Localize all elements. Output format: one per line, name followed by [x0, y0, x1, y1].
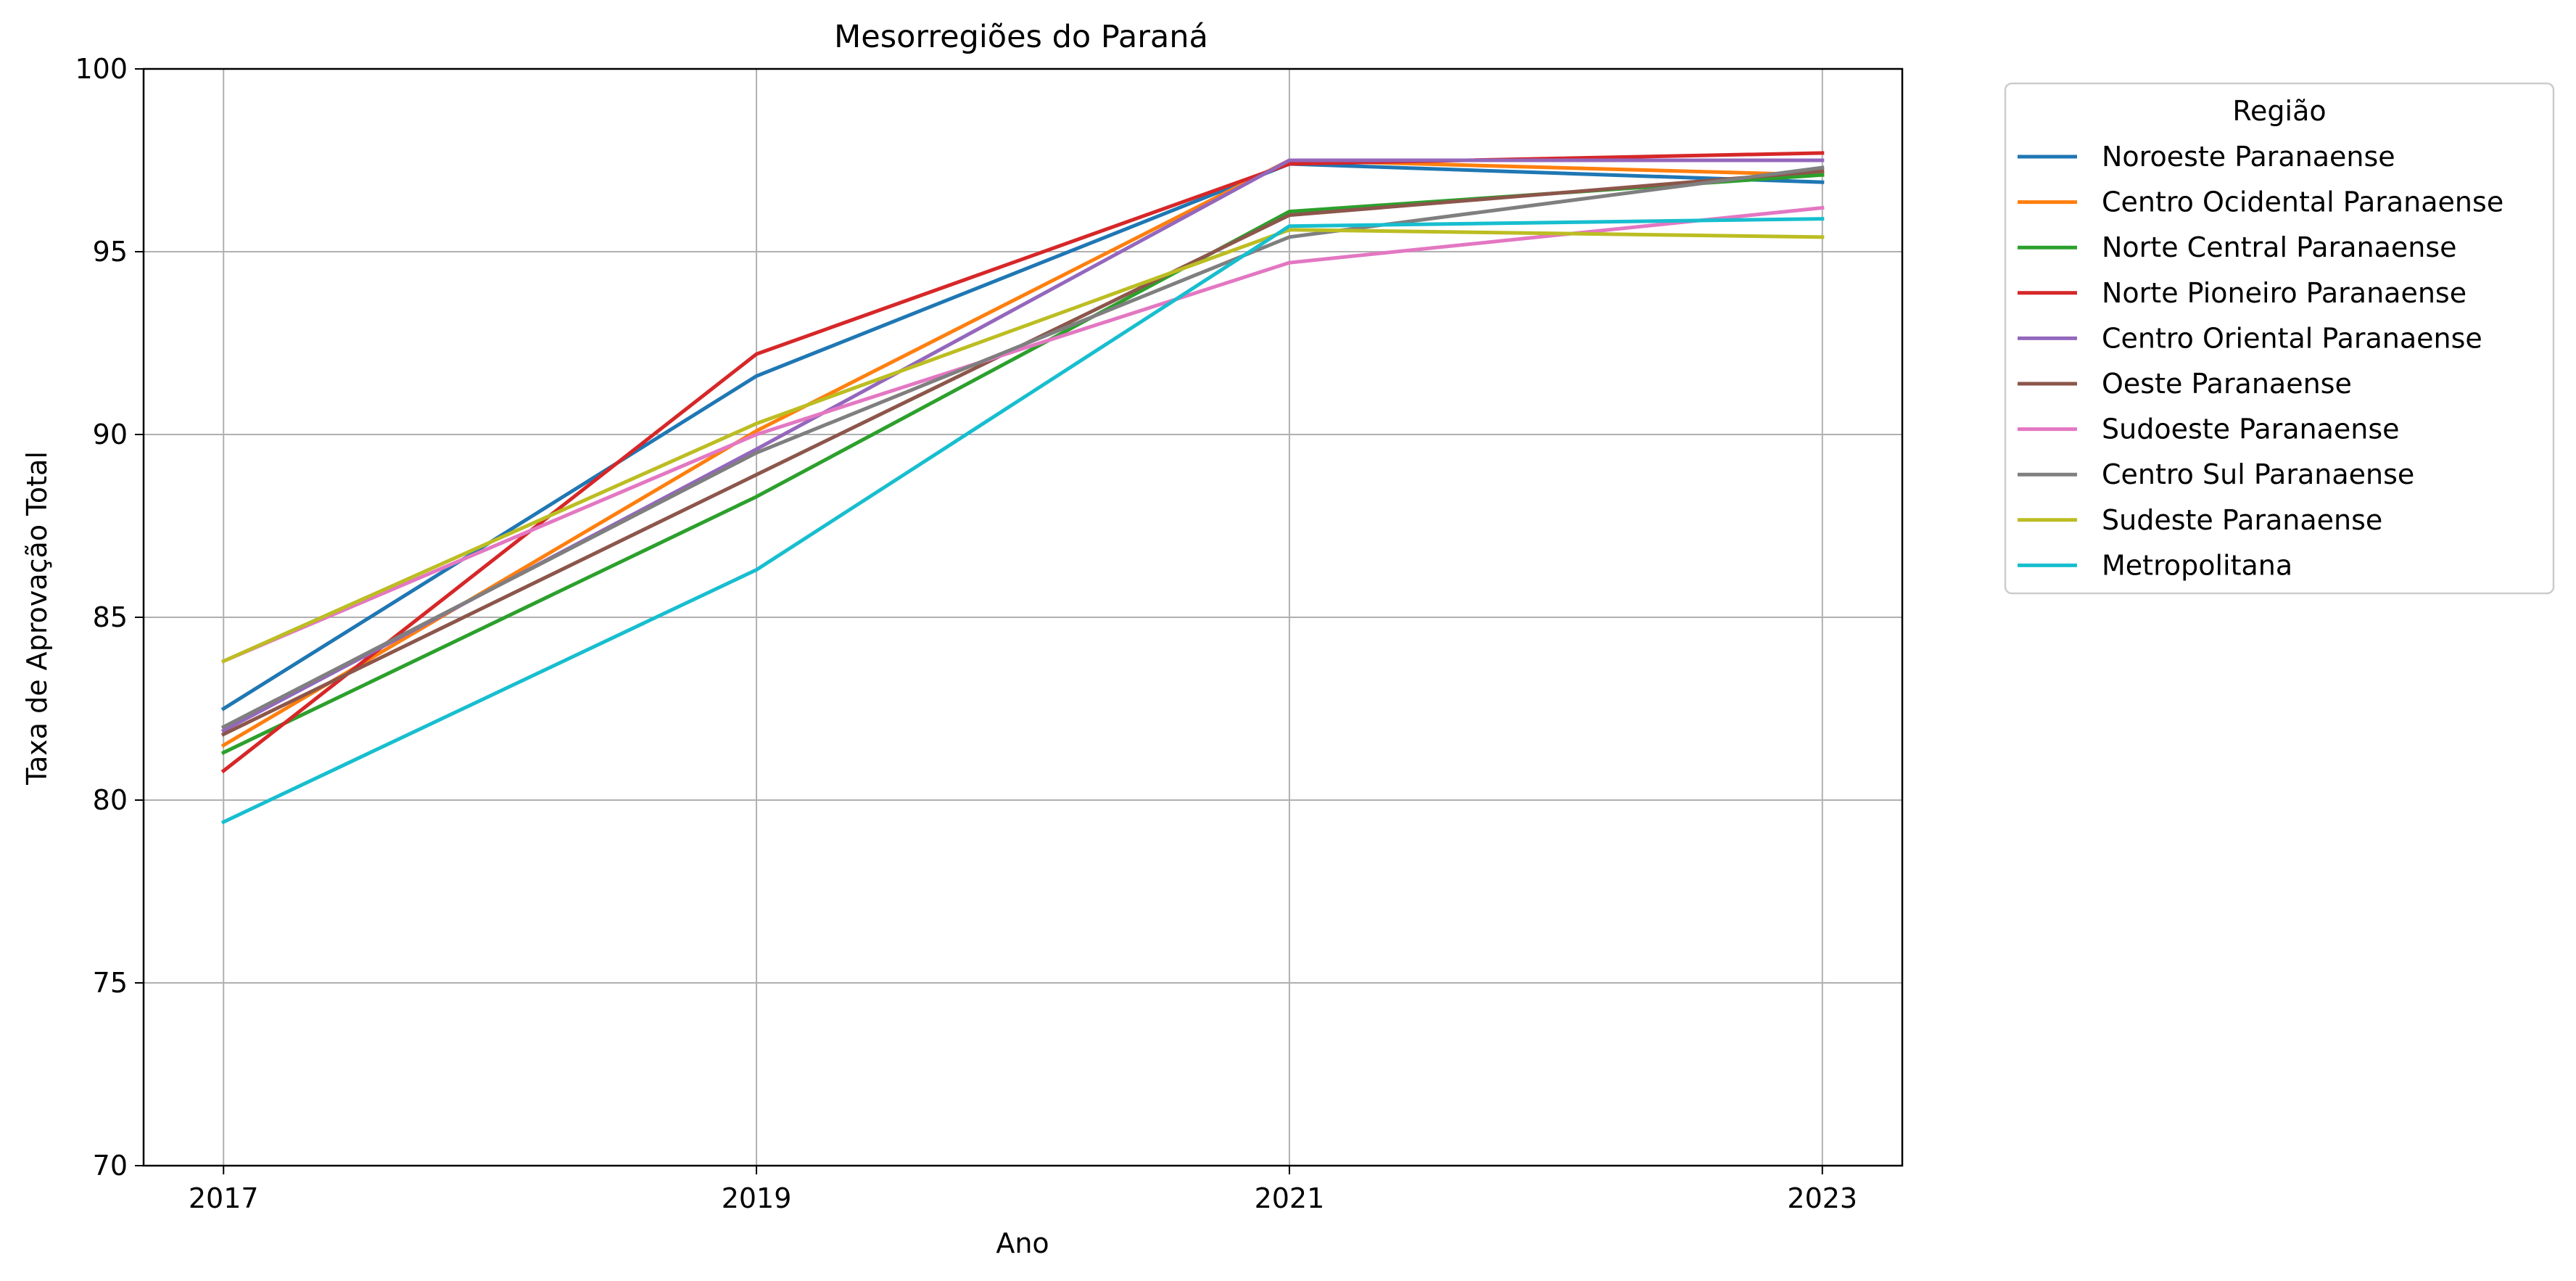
legend-label: Sudeste Paranaense — [2102, 504, 2382, 536]
legend-label: Norte Central Paranaense — [2102, 231, 2457, 263]
x-tick-label: 2017 — [189, 1182, 259, 1214]
series-line-8 — [220, 228, 1825, 664]
y-axis-label: Taxa de Aprovação Total — [21, 451, 53, 786]
legend-label: Sudoeste Paranaense — [2102, 413, 2400, 445]
legend-label: Centro Oriental Paranaense — [2102, 322, 2482, 354]
legend-label: Oeste Paranaense — [2102, 368, 2352, 400]
y-tick-label: 75 — [93, 967, 128, 999]
x-tick-label: 2021 — [1255, 1182, 1325, 1214]
grid-lines — [144, 68, 1902, 1166]
legend-label: Centro Sul Paranaense — [2102, 458, 2414, 490]
legend-label: Norte Pioneiro Paranaense — [2102, 277, 2466, 309]
x-tick-label: 2019 — [722, 1182, 792, 1214]
series-line-9 — [220, 217, 1825, 825]
legend-label: Metropolitana — [2102, 549, 2292, 581]
y-axis-ticks: 70 75 80 85 90 95 100 — [75, 53, 144, 1182]
legend-box — [2004, 82, 2555, 595]
legend-title: Região — [2232, 95, 2326, 127]
series-line-7 — [220, 165, 1825, 730]
legend: Região Noroeste Paranaense Centro Ocident… — [2004, 82, 2555, 595]
legend-label: Noroeste Paranaense — [2102, 141, 2395, 173]
legend-items: Noroeste Paranaense Centro Ocidental Para… — [2018, 141, 2503, 581]
x-axis-label: Ano — [996, 1227, 1049, 1259]
series-lines — [220, 151, 1825, 825]
x-axis-ticks: 2017 2019 2021 2023 — [189, 1166, 1857, 1214]
chart-title: Mesorregiões do Paraná — [834, 19, 1208, 55]
y-tick-label: 70 — [93, 1150, 128, 1182]
legend-label: Centro Ocidental Paranaense — [2102, 186, 2503, 218]
x-tick-label: 2023 — [1787, 1182, 1857, 1214]
series-line-3 — [220, 151, 1825, 774]
y-tick-label: 100 — [75, 53, 128, 85]
y-tick-label: 90 — [93, 419, 128, 450]
y-tick-label: 95 — [93, 236, 128, 268]
y-tick-label: 85 — [93, 601, 128, 633]
y-tick-label: 80 — [93, 784, 128, 816]
